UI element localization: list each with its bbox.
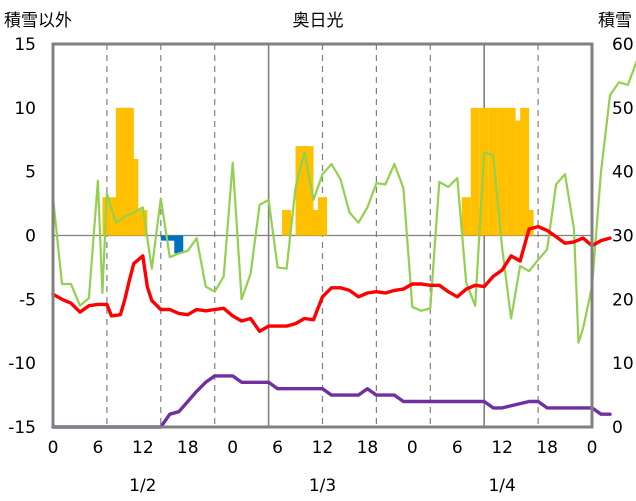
bar <box>129 158 139 236</box>
bar <box>479 107 489 236</box>
date-label: 1/2 <box>129 476 156 496</box>
blue-bars <box>160 235 184 254</box>
date-label: 1/3 <box>309 476 336 496</box>
right-tick-label: 20 <box>612 290 634 310</box>
left-tick-label: -10 <box>8 354 36 374</box>
left-tick-label: 0 <box>25 227 36 247</box>
x-tick-label: 6 <box>272 438 283 458</box>
series-lines <box>51 59 636 429</box>
left-tick-label: 10 <box>14 99 36 119</box>
bar <box>488 107 498 236</box>
bar <box>524 209 534 236</box>
x-tick-label: 0 <box>48 438 59 458</box>
x-tick-label: 12 <box>132 438 154 458</box>
x-tick-label: 18 <box>357 438 379 458</box>
plot-frame <box>51 42 594 429</box>
right-tick-label: 0 <box>612 418 623 438</box>
bar <box>497 107 507 236</box>
right-axis-title: 積雪 <box>598 11 632 31</box>
bar <box>309 209 319 236</box>
right-tick-label: 40 <box>612 163 634 183</box>
left-tick-label: 15 <box>14 35 36 55</box>
bar <box>304 146 314 236</box>
x-tick-label: 0 <box>227 438 238 458</box>
x-tick-label: 18 <box>177 438 199 458</box>
orange-bars <box>102 107 534 236</box>
right-tick-label: 60 <box>612 35 634 55</box>
date-labels: 1/2 1/3 1/4 <box>129 476 516 496</box>
chart-title: 奥日光 <box>293 11 344 31</box>
left-tick-label: -15 <box>8 418 36 438</box>
x-tick-label: 12 <box>491 438 513 458</box>
x-tick-label: 0 <box>407 438 418 458</box>
bar <box>520 107 530 236</box>
right-tick-label: 50 <box>612 99 634 119</box>
bar <box>470 107 480 236</box>
date-label: 1/4 <box>488 476 515 496</box>
bar <box>282 209 292 236</box>
left-axis-title: 積雪以外 <box>4 11 72 31</box>
x-tick-label: 18 <box>536 438 558 458</box>
bar <box>461 197 471 236</box>
series-line-red <box>51 224 612 333</box>
series-line-green <box>51 59 636 344</box>
bar <box>174 235 184 254</box>
x-tick-label: 6 <box>93 438 104 458</box>
x-axis-ticks: 0 6 12 18 0 6 12 18 0 6 12 18 0 <box>48 438 598 458</box>
bar <box>318 197 327 236</box>
series-line-purple <box>51 374 612 429</box>
right-tick-label: 30 <box>612 227 634 247</box>
left-tick-label: -5 <box>19 290 36 310</box>
left-axis-ticks: 15 10 5 0 -5 -10 -15 <box>8 35 36 438</box>
bar <box>138 209 148 236</box>
x-tick-label: 6 <box>452 438 463 458</box>
x-tick-label: 0 <box>587 438 598 458</box>
left-tick-label: 5 <box>25 163 36 183</box>
bar <box>506 107 516 236</box>
x-tick-label: 12 <box>312 438 334 458</box>
bar <box>515 120 525 236</box>
right-axis-ticks: 60 50 40 30 20 10 0 <box>612 35 634 438</box>
right-tick-label: 10 <box>612 354 634 374</box>
